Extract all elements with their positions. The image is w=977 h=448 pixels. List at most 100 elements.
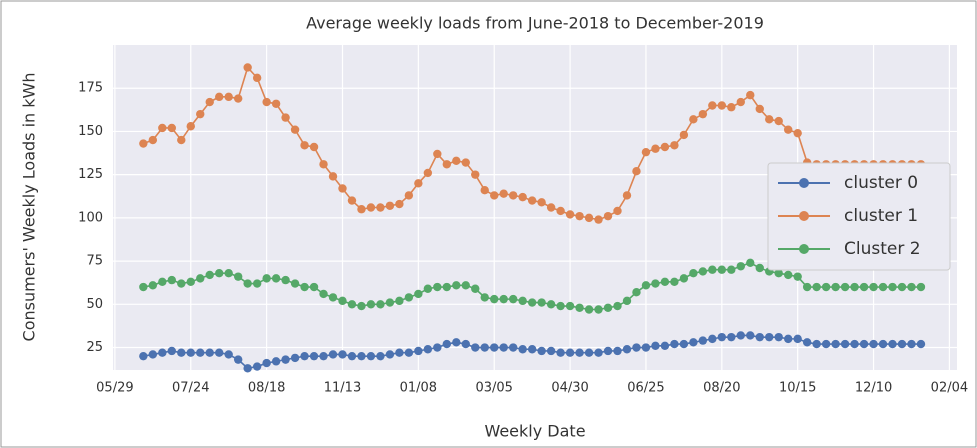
data-point (404, 191, 414, 200)
data-point (338, 296, 347, 306)
data-point (309, 351, 319, 361)
data-point (243, 364, 252, 373)
data-point (878, 282, 888, 292)
x-tick-label: 04/30 (551, 381, 588, 396)
legend: cluster 0 cluster 1 Cluster 2 (767, 162, 951, 271)
data-point (423, 168, 433, 178)
data-point (233, 94, 243, 103)
data-point (300, 351, 309, 361)
y-tick-label: 100 (78, 210, 103, 225)
data-point (527, 298, 537, 307)
data-point (148, 350, 158, 359)
data-point (158, 348, 167, 357)
data-point (916, 282, 926, 292)
data-point (907, 339, 916, 349)
x-tick-label: 03/05 (475, 381, 512, 396)
data-point (158, 123, 167, 133)
data-point (632, 343, 641, 352)
data-point (584, 348, 594, 357)
data-point (603, 346, 613, 356)
data-point (575, 211, 584, 221)
data-point (859, 282, 869, 292)
data-point (414, 179, 423, 188)
data-point (527, 196, 537, 205)
legend-label: Cluster 2 (844, 239, 921, 259)
data-point (727, 103, 736, 112)
data-point (309, 142, 319, 152)
data-point (347, 300, 357, 309)
data-point (717, 265, 727, 274)
y-axis-label: Consumers' Weekly Loads in kWh (20, 73, 39, 342)
data-point (850, 339, 859, 349)
data-point (859, 339, 869, 349)
data-point (177, 348, 186, 357)
data-point (755, 332, 764, 342)
data-point (300, 282, 309, 292)
data-point (461, 281, 470, 290)
data-point (736, 97, 745, 107)
data-point (784, 334, 793, 344)
y-tick-label: 150 (78, 124, 103, 139)
data-point (262, 274, 271, 283)
data-point (641, 343, 651, 352)
data-point (376, 351, 385, 361)
data-point (357, 351, 366, 361)
y-tick-label: 50 (86, 297, 103, 312)
data-point (784, 270, 793, 280)
data-point (328, 293, 338, 302)
data-point (708, 101, 717, 110)
data-point (565, 301, 575, 311)
data-point (812, 339, 821, 349)
data-point (376, 300, 385, 309)
data-point (499, 343, 508, 352)
data-point (594, 348, 603, 357)
data-point (575, 348, 584, 357)
data-point (774, 268, 783, 278)
data-point (689, 338, 698, 347)
data-point (186, 122, 195, 131)
data-point (603, 303, 613, 312)
y-tick-label: 175 (78, 81, 103, 96)
data-point (262, 358, 271, 368)
data-point (471, 343, 480, 352)
data-point (480, 343, 489, 352)
data-point (546, 203, 556, 212)
data-point (840, 339, 850, 349)
data-point (186, 277, 195, 287)
data-point (414, 346, 423, 356)
data-point (366, 300, 376, 309)
data-point (252, 73, 262, 83)
data-point (414, 289, 423, 299)
data-point (262, 97, 271, 107)
data-point (177, 135, 186, 145)
data-point (575, 303, 584, 312)
data-point (793, 272, 802, 281)
data-point (205, 348, 214, 357)
data-point (480, 293, 489, 302)
data-point (433, 282, 442, 292)
data-point (499, 294, 508, 304)
legend-box (767, 162, 951, 271)
data-point (433, 149, 442, 159)
data-point (252, 279, 262, 288)
data-point (252, 362, 262, 371)
data-point (708, 265, 717, 274)
data-point (613, 206, 622, 216)
x-tick-label: 08/18 (248, 381, 285, 396)
data-point (290, 279, 300, 288)
data-point (148, 281, 158, 290)
data-point (167, 275, 176, 285)
data-point (660, 277, 670, 287)
data-point (679, 339, 689, 349)
data-point (518, 296, 527, 306)
data-point (897, 282, 907, 292)
data-point (139, 351, 148, 361)
data-point (727, 332, 736, 342)
data-point (471, 284, 480, 293)
data-point (224, 268, 233, 278)
data-point (177, 279, 186, 288)
data-point (215, 92, 224, 102)
legend-label: cluster 0 (844, 173, 918, 193)
data-point (527, 345, 537, 354)
data-point (679, 274, 689, 283)
